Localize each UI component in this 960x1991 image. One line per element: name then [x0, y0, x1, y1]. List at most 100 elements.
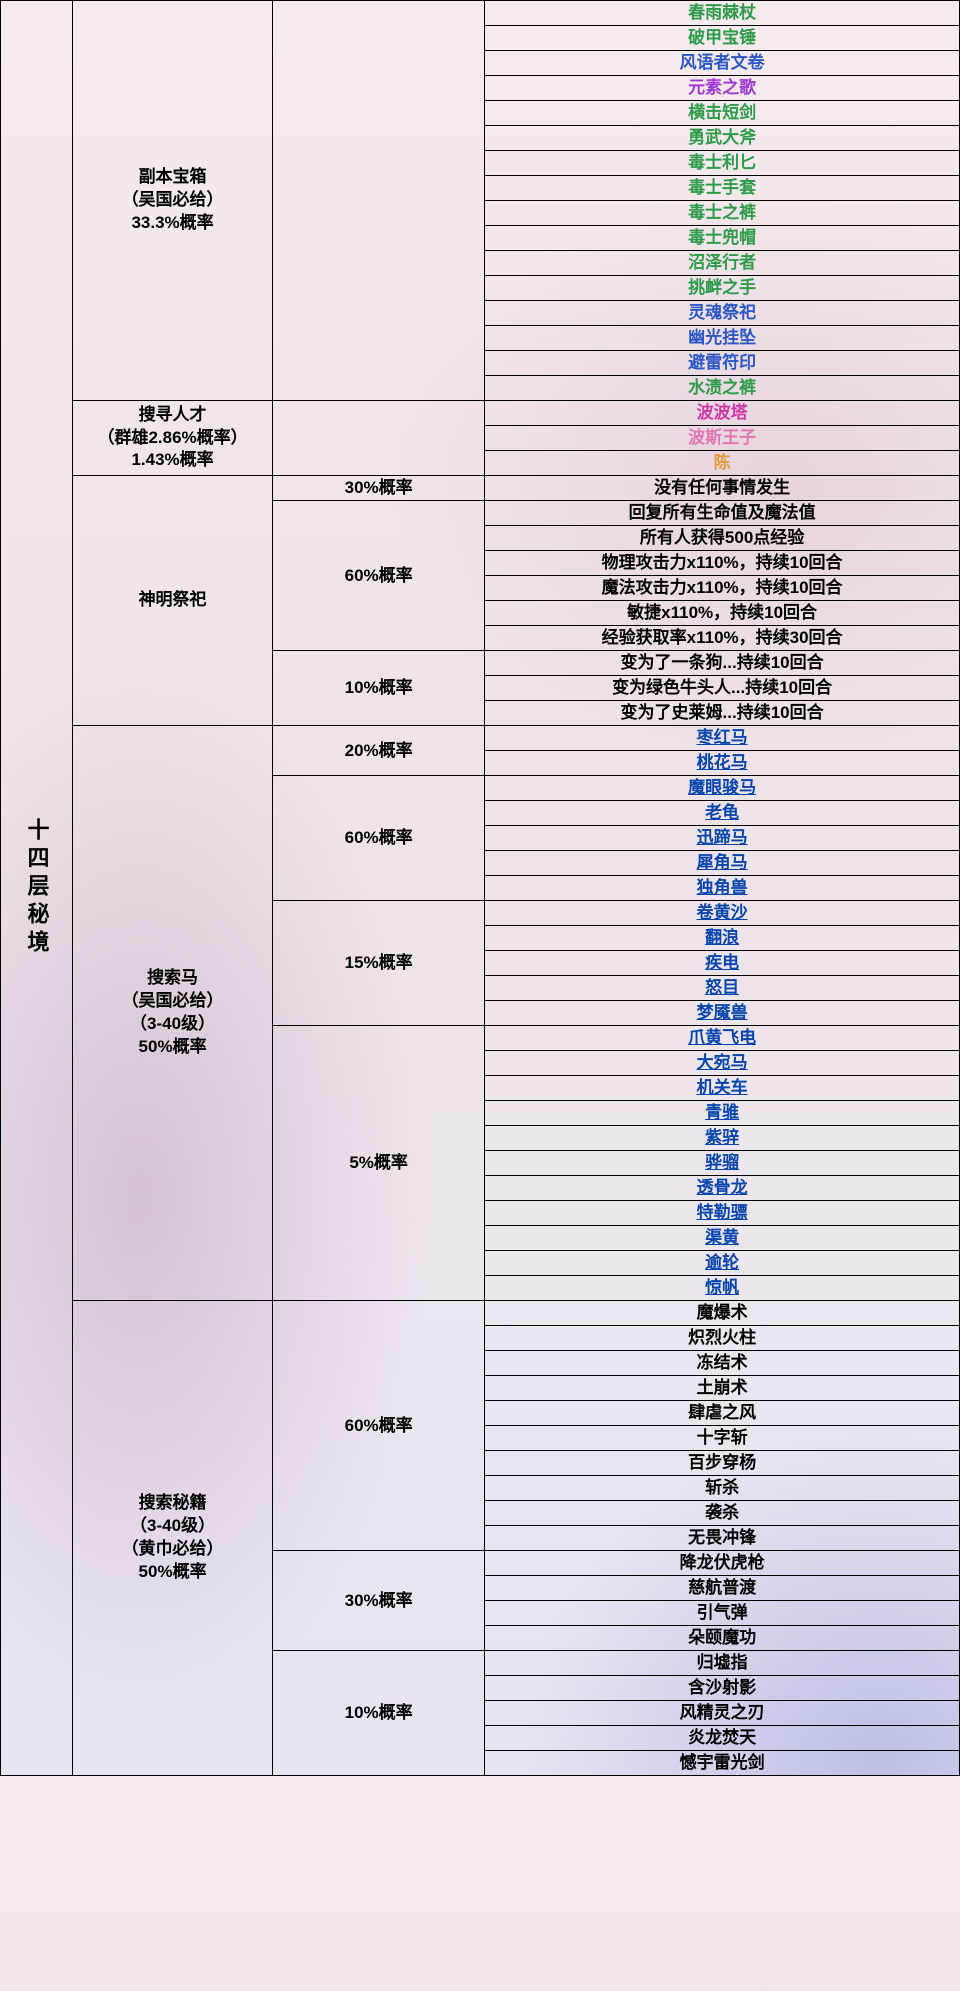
item-text: 沼泽行者 — [688, 253, 756, 272]
group-label-line: （吴国必给） — [122, 190, 224, 209]
item-text: 无畏冲锋 — [688, 1528, 756, 1547]
table-row: 搜索秘籍（3-40级）（黄巾必给）50%概率60%概率魔爆术 — [1, 1301, 960, 1326]
item-link[interactable]: 犀角马 — [697, 853, 748, 872]
item-cell: 春雨棘杖 — [485, 1, 960, 26]
item-link[interactable]: 独角兽 — [697, 878, 748, 897]
item-cell: 破甲宝锤 — [485, 26, 960, 51]
group-label-line: 1.43%概率 — [131, 450, 213, 469]
item-link[interactable]: 翻浪 — [705, 928, 739, 947]
item-text: 波波塔 — [697, 403, 748, 422]
group-label-line: 搜索秘籍 — [139, 1493, 207, 1512]
item-cell: 魔眼骏马 — [485, 776, 960, 801]
probability-label: 60%概率 — [273, 1301, 485, 1551]
item-text: 斩杀 — [705, 1478, 739, 1497]
item-cell: 逾轮 — [485, 1251, 960, 1276]
item-link[interactable]: 梦魇兽 — [697, 1003, 748, 1022]
item-cell: 魔法攻击力x110%，持续10回合 — [485, 576, 960, 601]
item-link[interactable]: 卷黄沙 — [697, 903, 748, 922]
item-link[interactable]: 透骨龙 — [697, 1178, 748, 1197]
table-row: 搜索马（吴国必给）（3-40级）50%概率20%概率枣红马 — [1, 726, 960, 751]
item-cell: 土崩术 — [485, 1376, 960, 1401]
group-label-line: 搜寻人才 — [139, 405, 207, 424]
item-link[interactable]: 老龟 — [705, 803, 739, 822]
item-cell: 毒士兜帽 — [485, 226, 960, 251]
item-cell: 无畏冲锋 — [485, 1526, 960, 1551]
item-link[interactable]: 魔眼骏马 — [688, 778, 756, 797]
item-cell: 卷黄沙 — [485, 901, 960, 926]
item-text: 土崩术 — [697, 1378, 748, 1397]
item-cell: 大宛马 — [485, 1051, 960, 1076]
item-cell: 机关车 — [485, 1076, 960, 1101]
item-cell: 憾宇雷光剑 — [485, 1751, 960, 1776]
table-row: 十四层秘境副本宝箱（吴国必给）33.3%概率春雨棘杖 — [1, 1, 960, 26]
item-cell: 紫骍 — [485, 1126, 960, 1151]
item-text: 毒士利匕 — [688, 153, 756, 172]
item-text: 变为绿色牛头人...持续10回合 — [612, 678, 832, 697]
item-text: 毒士之裤 — [688, 203, 756, 222]
item-link[interactable]: 骅骝 — [705, 1153, 739, 1172]
item-cell: 肆虐之风 — [485, 1401, 960, 1426]
probability-label: 10%概率 — [273, 1651, 485, 1776]
item-text: 归墟指 — [697, 1653, 748, 1672]
item-text: 破甲宝锤 — [688, 28, 756, 47]
item-text: 魔法攻击力x110%，持续10回合 — [602, 578, 843, 597]
item-cell: 幽光挂坠 — [485, 326, 960, 351]
item-cell: 波斯王子 — [485, 426, 960, 451]
item-text: 经验获取率x110%，持续30回合 — [602, 628, 843, 647]
group-label-line: 50%概率 — [139, 1037, 207, 1056]
item-cell: 毒士之裤 — [485, 201, 960, 226]
item-text: 慈航普渡 — [688, 1578, 756, 1597]
probability-label: 60%概率 — [273, 501, 485, 651]
item-text: 肆虐之风 — [688, 1403, 756, 1422]
probability-label: 15%概率 — [273, 901, 485, 1026]
item-cell: 袭杀 — [485, 1501, 960, 1526]
item-link[interactable]: 逾轮 — [705, 1253, 739, 1272]
item-text: 春雨棘杖 — [688, 3, 756, 22]
item-link[interactable]: 枣红马 — [697, 728, 748, 747]
item-text: 灵魂祭祀 — [688, 303, 756, 322]
item-cell: 元素之歌 — [485, 76, 960, 101]
item-link[interactable]: 机关车 — [697, 1078, 748, 1097]
item-cell: 风精灵之刃 — [485, 1701, 960, 1726]
item-text: 引气弹 — [697, 1603, 748, 1622]
item-cell: 所有人获得500点经验 — [485, 526, 960, 551]
item-link[interactable]: 渠黄 — [705, 1228, 739, 1247]
item-link[interactable]: 惊帆 — [705, 1278, 739, 1297]
item-link[interactable]: 特勒骠 — [697, 1203, 748, 1222]
item-text: 敏捷x110%，持续10回合 — [627, 603, 817, 622]
item-link[interactable]: 紫骍 — [705, 1128, 739, 1147]
probability-label: 10%概率 — [273, 651, 485, 726]
item-cell: 渠黄 — [485, 1226, 960, 1251]
group-label-line: （3-40级） — [130, 1014, 215, 1033]
item-link[interactable]: 桃花马 — [697, 753, 748, 772]
item-cell: 挑衅之手 — [485, 276, 960, 301]
item-text: 水渍之裤 — [688, 378, 756, 397]
group-label-line: （3-40级） — [130, 1516, 215, 1535]
item-cell: 横击短剑 — [485, 101, 960, 126]
item-link[interactable]: 爪黄飞电 — [688, 1028, 756, 1047]
item-cell: 风语者文卷 — [485, 51, 960, 76]
item-cell: 朵颐魔功 — [485, 1626, 960, 1651]
item-text: 百步穿杨 — [688, 1453, 756, 1472]
item-link[interactable]: 大宛马 — [697, 1053, 748, 1072]
item-cell: 青骓 — [485, 1101, 960, 1126]
item-text: 冻结术 — [697, 1353, 748, 1372]
group-label-line: （群雄2.86%概率） — [97, 428, 247, 447]
item-cell: 梦魇兽 — [485, 1001, 960, 1026]
item-text: 勇武大斧 — [688, 128, 756, 147]
item-cell: 惊帆 — [485, 1276, 960, 1301]
table-row: 搜寻人才（群雄2.86%概率）1.43%概率波波塔 — [1, 401, 960, 426]
item-text: 炽烈火柱 — [688, 1328, 756, 1347]
item-text: 憾宇雷光剑 — [680, 1753, 765, 1772]
item-link[interactable]: 迅蹄马 — [697, 828, 748, 847]
item-link[interactable]: 怒目 — [705, 978, 739, 997]
item-link[interactable]: 疾电 — [705, 953, 739, 972]
item-cell: 变为绿色牛头人...持续10回合 — [485, 676, 960, 701]
item-cell: 降龙伏虎枪 — [485, 1551, 960, 1576]
item-text: 波斯王子 — [688, 428, 756, 447]
item-text: 毒士兜帽 — [688, 228, 756, 247]
item-link[interactable]: 青骓 — [705, 1103, 739, 1122]
group-label-line: （吴国必给） — [122, 991, 224, 1010]
item-cell: 归墟指 — [485, 1651, 960, 1676]
item-cell: 怒目 — [485, 976, 960, 1001]
